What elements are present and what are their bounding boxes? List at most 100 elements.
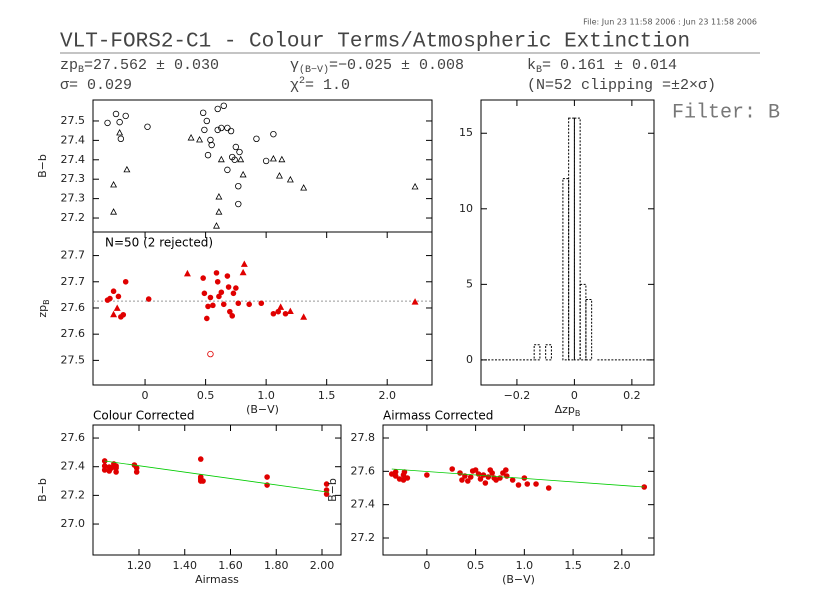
point bbox=[457, 470, 463, 476]
point bbox=[449, 466, 456, 472]
x-axis-label-text: Airmass bbox=[195, 573, 239, 586]
x-axis-label-text: (B−V) bbox=[246, 403, 279, 416]
point bbox=[264, 474, 270, 480]
point bbox=[462, 473, 468, 479]
x-tick-label: 1.40 bbox=[172, 559, 197, 572]
histogram-bar bbox=[533, 344, 541, 361]
point bbox=[269, 154, 277, 162]
histogram-bar bbox=[579, 283, 587, 361]
point bbox=[120, 311, 127, 318]
point bbox=[207, 350, 214, 358]
x-tick-label: 0.5 bbox=[197, 389, 215, 402]
point bbox=[489, 470, 495, 476]
y-axis-label: B−b bbox=[326, 478, 339, 502]
y-tick-label: 27.8 bbox=[351, 431, 376, 444]
point bbox=[482, 480, 489, 486]
y-tick-label: 27.4 bbox=[61, 133, 86, 146]
point bbox=[509, 477, 516, 483]
point bbox=[197, 456, 204, 462]
point bbox=[196, 135, 204, 143]
point bbox=[205, 303, 211, 310]
point bbox=[236, 148, 243, 156]
chi2-sup: 2 bbox=[299, 76, 305, 87]
x-axis-label-sub: B bbox=[575, 409, 581, 418]
x-tick-label: 2.0 bbox=[613, 559, 631, 572]
point bbox=[477, 476, 484, 482]
point bbox=[235, 300, 242, 307]
point bbox=[110, 180, 118, 188]
histogram-bar bbox=[545, 344, 552, 361]
point bbox=[231, 156, 238, 163]
point bbox=[213, 222, 220, 229]
point bbox=[215, 208, 223, 215]
x-tick-label: 0 bbox=[423, 559, 430, 572]
point bbox=[480, 472, 487, 478]
point bbox=[227, 308, 233, 315]
point bbox=[465, 478, 471, 484]
point bbox=[239, 268, 247, 276]
x-tick-label: 0.5 bbox=[467, 559, 485, 572]
gamma-result: γ(B−V)=−0.025 ± 0.008 bbox=[290, 57, 464, 76]
point bbox=[258, 300, 265, 307]
y-tick-label: 27.3 bbox=[61, 172, 86, 185]
k-sub: B bbox=[536, 65, 542, 76]
clipping-note: (N=52 clipping =±2×σ) bbox=[527, 77, 716, 94]
plot-frame bbox=[382, 424, 655, 556]
y-tick-label: 0 bbox=[466, 353, 473, 366]
point bbox=[237, 155, 245, 163]
point bbox=[270, 310, 277, 317]
zp-text: =27.562 ± 0.030 bbox=[84, 57, 219, 74]
y-tick-label: 27.6 bbox=[61, 301, 86, 314]
point bbox=[220, 301, 227, 308]
x-tick-label: 1.80 bbox=[264, 559, 289, 572]
point bbox=[213, 270, 220, 276]
point bbox=[215, 193, 223, 200]
point bbox=[262, 157, 270, 165]
y-tick-label: 27.6 bbox=[61, 431, 86, 444]
y-tick-label: 27.4 bbox=[61, 153, 86, 166]
x-axis-label: ΔzpB bbox=[555, 403, 581, 418]
point bbox=[133, 469, 140, 475]
point bbox=[220, 102, 227, 110]
point bbox=[235, 182, 242, 190]
point bbox=[286, 175, 294, 183]
point bbox=[218, 124, 225, 132]
x-tick-label: 1.0 bbox=[516, 559, 534, 572]
panel-title: Airmass Corrected bbox=[383, 409, 493, 423]
x-tick-label: 1.60 bbox=[218, 559, 243, 572]
point bbox=[203, 117, 211, 125]
point bbox=[278, 155, 286, 163]
point bbox=[145, 296, 152, 302]
point bbox=[113, 465, 119, 471]
chi2-result: χ2= 1.0 bbox=[290, 76, 350, 94]
plot-frame bbox=[480, 99, 655, 386]
point bbox=[217, 155, 225, 163]
y-tick-label: 27.7 bbox=[61, 249, 86, 262]
point bbox=[545, 485, 552, 491]
y-tick-label: 27.6 bbox=[351, 464, 376, 477]
point bbox=[500, 470, 506, 476]
point bbox=[275, 308, 282, 315]
point bbox=[204, 151, 212, 159]
y-axis-label-text: B−b bbox=[36, 478, 49, 502]
chi2-name: χ bbox=[290, 77, 299, 94]
point bbox=[277, 303, 285, 310]
y-tick-label: 27.6 bbox=[61, 327, 86, 340]
gamma-sub: (B−V) bbox=[299, 64, 329, 76]
point bbox=[235, 200, 242, 208]
y-tick-label: 27.3 bbox=[61, 192, 86, 205]
zp-name: zp bbox=[60, 57, 78, 74]
y-tick-label: 27.2 bbox=[351, 531, 376, 544]
histogram-bar bbox=[562, 178, 570, 361]
y-tick-label: 27.7 bbox=[61, 275, 86, 288]
point bbox=[214, 126, 221, 134]
point bbox=[214, 278, 221, 285]
fit-line bbox=[104, 460, 329, 493]
point bbox=[467, 474, 474, 480]
point bbox=[323, 481, 330, 487]
point bbox=[232, 143, 240, 151]
point bbox=[300, 313, 308, 320]
y-axis-label: zpB bbox=[36, 299, 51, 317]
y-tick-label: 27.2 bbox=[61, 211, 86, 224]
point bbox=[253, 135, 260, 143]
